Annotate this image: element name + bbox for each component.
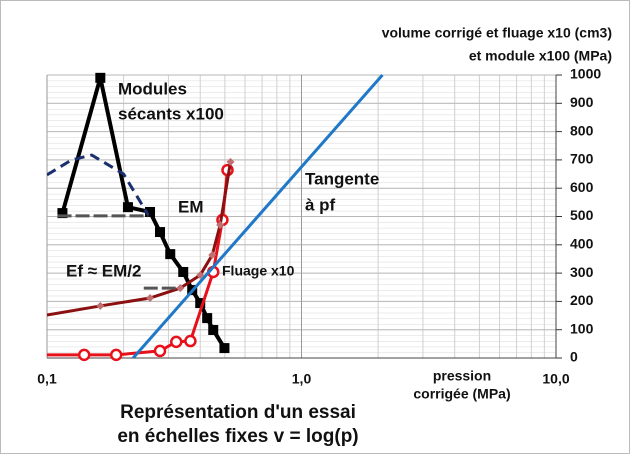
x-tick-label: 0,1	[37, 371, 57, 387]
series-line	[47, 161, 232, 317]
annotation: Modules	[118, 79, 187, 98]
marker	[195, 298, 206, 309]
caption: Représentation d'un essai	[120, 402, 356, 423]
annotation: sécants x100	[118, 104, 224, 123]
series-line	[47, 153, 150, 216]
y-tick-label: 800	[570, 122, 594, 138]
annotation: Tangente	[305, 169, 379, 188]
marker	[145, 206, 156, 217]
marker	[57, 208, 68, 219]
marker	[216, 220, 225, 229]
y-tick-label: 700	[570, 151, 594, 167]
marker	[176, 284, 185, 293]
x-label: corrigée (MPa)	[413, 386, 510, 402]
marker	[184, 334, 197, 348]
x-tick-label: 10,0	[542, 371, 569, 387]
marker	[178, 266, 189, 277]
y-tick-label: 100	[570, 320, 594, 336]
marker	[146, 294, 155, 303]
marker	[165, 249, 176, 260]
y-tick-label: 1000	[570, 66, 601, 82]
marker	[77, 348, 91, 362]
y-tick-label: 0	[570, 349, 578, 365]
marker	[153, 344, 167, 358]
y-tick-label: 600	[570, 179, 594, 195]
marker	[202, 313, 213, 324]
marker	[219, 343, 230, 354]
y-tick-label: 500	[570, 207, 594, 223]
marker	[226, 157, 235, 166]
y-tick-label: 300	[570, 264, 594, 280]
series-line	[132, 74, 384, 359]
x-label: pression	[433, 368, 491, 384]
x-tick-label: 1,0	[292, 371, 312, 387]
annotation: à pf	[305, 195, 336, 214]
marker	[122, 202, 133, 213]
annotation: Ef ≈ EM/2	[66, 261, 141, 280]
y-tick-label: 400	[570, 236, 594, 252]
marker	[96, 301, 105, 310]
title: et module x100 (MPa)	[469, 48, 612, 64]
annotation: EM	[178, 197, 204, 216]
annotation: Fluage x10	[222, 263, 295, 279]
y-tick-label: 900	[570, 94, 594, 110]
marker	[109, 348, 123, 362]
title: volume corrigé et fluage x10 (cm3)	[382, 25, 612, 41]
marker	[208, 250, 217, 259]
y-tick-label: 200	[570, 292, 594, 308]
caption: en échelles fixes v = log(p)	[117, 426, 358, 447]
marker	[196, 271, 205, 280]
marker	[95, 72, 106, 83]
marker	[155, 227, 166, 238]
marker	[208, 324, 219, 335]
marker	[169, 335, 183, 349]
